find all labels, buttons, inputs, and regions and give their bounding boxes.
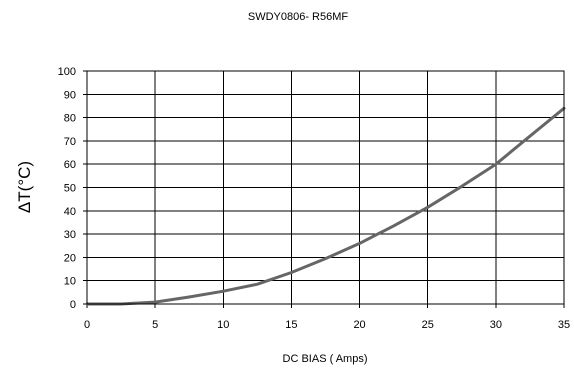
- y-tick-label: 60: [64, 159, 76, 171]
- series-layer: [85, 106, 566, 306]
- y-tick-label: 0: [70, 299, 76, 311]
- x-tick-label: 10: [217, 319, 229, 331]
- y-tick-label: 70: [64, 136, 76, 148]
- y-tick-label: 50: [64, 183, 76, 195]
- tick-labels: 0 5 10 15 20 25 30 35 0 10 20 30 40 50 60 70 80 90 100: [58, 66, 570, 331]
- y-tick-label: 40: [64, 206, 76, 218]
- x-tick-label: 5: [152, 319, 158, 331]
- x-tick-label: 30: [490, 319, 502, 331]
- y-tick-label: 20: [64, 252, 76, 264]
- x-tick-label: 35: [558, 319, 570, 331]
- x-tick-label: 0: [84, 319, 90, 331]
- x-tick-label: 15: [285, 319, 297, 331]
- y-tick-label: 100: [58, 66, 76, 78]
- y-tick-label: 90: [64, 89, 76, 101]
- series-line: [85, 106, 566, 306]
- y-tick-label: 30: [64, 229, 76, 241]
- x-tick-label: 20: [353, 319, 365, 331]
- chart-title: SWDY0806- R56MF: [248, 11, 349, 23]
- y-axis-label: ΔT(°C): [15, 161, 34, 213]
- y-tick-label: 10: [64, 276, 76, 288]
- x-tick-label: 25: [422, 319, 434, 331]
- grid-lines: [83, 70, 565, 308]
- plot-frame: [86, 70, 565, 305]
- x-axis-label: DC BIAS ( Amps): [283, 353, 368, 365]
- y-tick-label: 80: [64, 113, 76, 125]
